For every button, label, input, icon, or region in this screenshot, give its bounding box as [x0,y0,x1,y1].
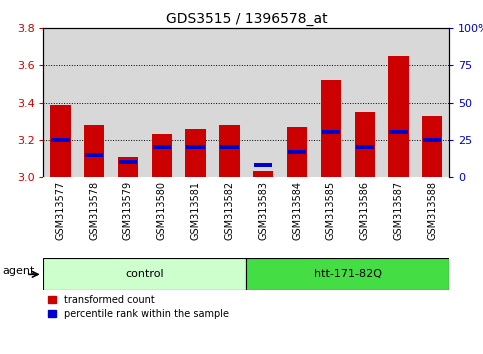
Text: GSM313588: GSM313588 [427,181,437,240]
Legend: transformed count, percentile rank within the sample: transformed count, percentile rank withi… [48,295,229,319]
Text: GSM313585: GSM313585 [326,181,336,240]
Bar [253,171,273,177]
Bar [152,134,172,177]
Bar [322,130,340,135]
Bar [423,138,441,142]
Text: GSM313578: GSM313578 [89,181,99,240]
Bar [153,145,171,149]
Bar [388,56,409,177]
Bar [50,104,71,177]
Title: GDS3515 / 1396578_at: GDS3515 / 1396578_at [166,12,327,26]
Text: agent: agent [2,266,35,276]
Bar [51,138,70,142]
Bar [287,127,307,177]
Bar [246,258,449,290]
Text: control: control [126,269,164,279]
Bar [119,160,137,164]
Bar [185,129,206,177]
Bar [84,125,104,177]
Bar [85,153,103,157]
Text: GSM313579: GSM313579 [123,181,133,240]
Text: GSM313586: GSM313586 [360,181,369,240]
Text: GSM313582: GSM313582 [225,181,234,240]
Text: GSM313584: GSM313584 [292,181,302,240]
Bar [43,258,246,290]
Bar [389,130,408,135]
Text: GSM313577: GSM313577 [56,181,65,240]
Bar [220,145,239,149]
Bar [355,112,375,177]
Bar [288,150,306,154]
Text: GSM313581: GSM313581 [191,181,200,240]
Bar [355,145,374,149]
Text: htt-171-82Q: htt-171-82Q [314,269,382,279]
Bar [118,156,138,177]
Bar [186,145,205,149]
Bar [219,125,240,177]
Bar [422,116,442,177]
Text: GSM313583: GSM313583 [258,181,268,240]
Bar [321,80,341,177]
Text: GSM313580: GSM313580 [157,181,167,240]
Bar [254,163,272,167]
Text: GSM313587: GSM313587 [394,181,403,240]
